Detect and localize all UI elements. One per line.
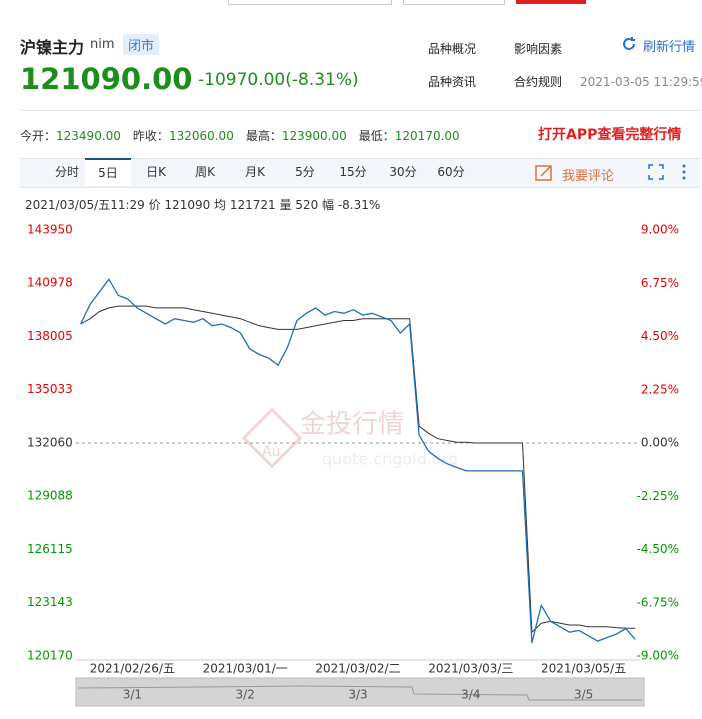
tab[interactable]: 月K xyxy=(245,165,265,179)
navigator[interactable] xyxy=(75,677,645,707)
y2-tick-label: 2.25% xyxy=(641,382,679,396)
info-line: 2021/03/05/五11:29 价 121090 均 121721 量 52… xyxy=(25,198,381,212)
y2-tick-label: 4.50% xyxy=(641,329,679,343)
x-tick-label: 2021/03/05/五 xyxy=(541,662,626,676)
contract-name: 沪镍主力 xyxy=(20,38,85,57)
link[interactable]: 品种概况 xyxy=(428,42,477,56)
navigator-label: 3/2 xyxy=(236,688,255,702)
stat-label: 今开： xyxy=(20,129,57,143)
status-badge: 闭市 xyxy=(123,34,160,55)
search-box[interactable] xyxy=(228,0,392,5)
watermark-text: 金投行情 xyxy=(300,410,404,440)
y-tick-label: 138005 xyxy=(27,329,73,343)
stat: 最高：123900.00 xyxy=(246,129,347,143)
tab[interactable]: 日K xyxy=(146,165,166,179)
y-tick-label: 140978 xyxy=(27,276,73,290)
stat: 今开：123490.00 xyxy=(20,129,121,143)
search-button[interactable] xyxy=(516,0,586,4)
y2-tick-label: -4.50% xyxy=(637,542,679,556)
link[interactable]: 影响因素 xyxy=(514,42,563,56)
y-tick-label: 132060 xyxy=(27,436,73,450)
stat-value: 132060.00 xyxy=(168,129,234,143)
y2-tick-label: -9.00% xyxy=(637,649,679,663)
watermark-url: quote.cngold.org xyxy=(322,450,458,469)
comment-link[interactable]: 我要评论 xyxy=(562,169,615,184)
stat-label: 最高： xyxy=(245,129,282,143)
y2-tick-label: 0.00% xyxy=(641,436,679,450)
navigator-label: 3/1 xyxy=(123,688,142,702)
y2-tick-label: -6.75% xyxy=(637,595,679,609)
refresh-link[interactable]: 刷新行情 xyxy=(643,40,696,55)
stat-value: 120170.00 xyxy=(394,129,460,143)
tab[interactable]: 5分 xyxy=(295,165,315,179)
stat-value: 123490.00 xyxy=(56,129,121,143)
watermark-logo xyxy=(241,407,303,469)
select-box[interactable] xyxy=(403,0,505,5)
x-tick-label: 2021/02/26/五 xyxy=(90,662,175,676)
stat: 最低：120170.00 xyxy=(359,129,460,143)
stat-value: 123900.00 xyxy=(281,129,347,143)
stat: 昨收：132060.00 xyxy=(133,129,234,143)
x-tick-label: 2021/03/01/一 xyxy=(203,662,288,676)
comment-icon[interactable] xyxy=(534,163,554,183)
y2-tick-label: 6.75% xyxy=(641,276,679,290)
stat-label: 最低： xyxy=(358,129,395,143)
tab[interactable]: 60分 xyxy=(437,165,465,179)
x-tick-label: 2021/03/03/三 xyxy=(428,662,513,676)
navigator-line xyxy=(77,685,642,701)
navigator-label: 3/3 xyxy=(348,688,367,702)
refresh-icon[interactable] xyxy=(621,36,637,52)
y-tick-label: 129088 xyxy=(27,489,73,503)
series-line xyxy=(80,305,636,634)
x-tick-label: 2021/03/02/二 xyxy=(315,662,400,676)
y-tick-label: 126115 xyxy=(27,542,73,556)
price: 121090.00 xyxy=(20,62,193,96)
y-tick-label: 123143 xyxy=(27,595,73,609)
y-tick-label: 143950 xyxy=(27,223,73,237)
tab[interactable]: 周K xyxy=(195,165,215,179)
stat-label: 昨收： xyxy=(132,129,169,143)
navigator-label: 3/5 xyxy=(574,688,593,702)
y-tick-label: 135033 xyxy=(27,382,73,396)
link[interactable]: 品种资讯 xyxy=(428,75,477,89)
price-change: -10970.00(-8.31%) xyxy=(198,70,359,90)
tab[interactable]: 15分 xyxy=(339,165,367,179)
app-link[interactable]: 打开APP查看完整行情 xyxy=(538,127,682,143)
tab-bar xyxy=(20,158,700,188)
link[interactable]: 合约规则 xyxy=(514,75,563,89)
tab[interactable]: 5日 xyxy=(85,158,131,186)
contract-code: nim xyxy=(90,37,115,52)
y-tick-label: 120170 xyxy=(27,649,73,663)
stats-row: 今开：123490.00 昨收：132060.00 最高：123900.00 最低：1… xyxy=(20,127,472,144)
navigator-label: 3/4 xyxy=(461,688,480,702)
watermark-badge: Au xyxy=(262,444,280,460)
y2-tick-label: -2.25% xyxy=(637,489,679,503)
toolbar-icons[interactable] xyxy=(648,164,692,180)
tab[interactable]: 分时 xyxy=(54,165,79,179)
divider xyxy=(20,110,700,111)
timestamp: 2021-03-05 11:29:59 xyxy=(580,75,702,89)
series-line xyxy=(80,278,636,644)
y2-tick-label: 9.00% xyxy=(641,223,679,237)
tab[interactable]: 30分 xyxy=(389,165,417,179)
